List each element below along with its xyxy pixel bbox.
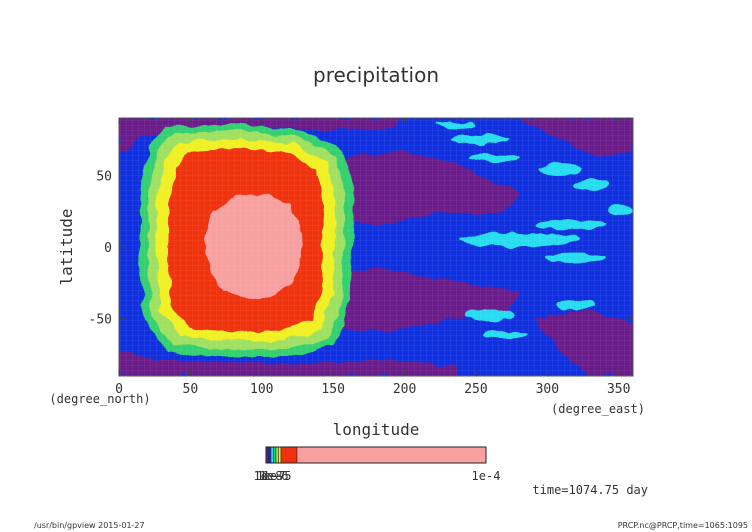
x-tick-label: 0 bbox=[115, 382, 123, 397]
x-axis-label: longitude bbox=[333, 420, 420, 439]
footer-left: /usr/bin/gpview 2015-01-27 bbox=[34, 521, 145, 530]
colorbar-tick-label: 1e-5 bbox=[263, 469, 292, 483]
y-unit-label: (degree_north) bbox=[49, 392, 150, 406]
x-tick-label: 100 bbox=[250, 382, 273, 397]
colorbar-swatch bbox=[280, 446, 298, 464]
grid-texture bbox=[119, 118, 633, 376]
x-tick-label: 200 bbox=[393, 382, 416, 397]
footer-right: PRCP.nc@PRCP,time=1065:1095 bbox=[618, 521, 748, 530]
colorbar-frame bbox=[265, 446, 487, 464]
colorbar: 1e-81e-71e-61e-5 bbox=[254, 446, 487, 483]
colorbar-swatch bbox=[275, 446, 279, 464]
y-axis-label: latitude bbox=[57, 208, 76, 285]
time-label: time=1074.75 day bbox=[532, 483, 648, 497]
colorbar-swatch bbox=[268, 446, 272, 464]
plot-area bbox=[119, 118, 633, 376]
x-tick-label: 150 bbox=[321, 382, 344, 397]
x-tick-label: 350 bbox=[607, 382, 630, 397]
colorbar-label-right: 1e-4 bbox=[472, 469, 501, 483]
x-tick-label: 50 bbox=[183, 382, 199, 397]
colorbar-swatch bbox=[278, 446, 282, 464]
y-tick-label: 50 bbox=[96, 169, 112, 184]
colorbar-swatch bbox=[270, 446, 274, 464]
y-axis: -50 0 50 bbox=[89, 169, 633, 328]
x-tick-label: 250 bbox=[464, 382, 487, 397]
chart-title: precipitation bbox=[313, 63, 439, 87]
x-tick-label: 300 bbox=[536, 382, 559, 397]
colorbar-swatch bbox=[296, 446, 487, 464]
colorbar-tick-label: 1e-6 bbox=[260, 469, 289, 483]
y-tick-label: -50 bbox=[89, 313, 112, 328]
x-unit-label: (degree_east) bbox=[551, 402, 645, 416]
x-axis: 0 50 100 150 200 250 300 350 bbox=[115, 118, 630, 397]
colorbar-tick-label: 1e-8 bbox=[254, 469, 283, 483]
colorbar-swatch bbox=[273, 446, 277, 464]
y-tick-label: 0 bbox=[104, 241, 112, 256]
colorbar-tick-label: 1e-7 bbox=[257, 469, 286, 483]
